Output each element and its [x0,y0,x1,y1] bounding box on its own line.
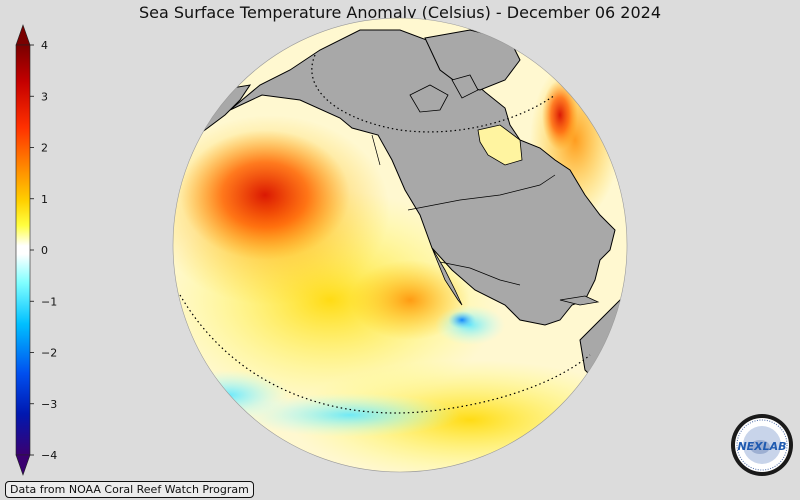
anomaly-northpacific-red [180,130,350,260]
colorbar-tick-label: −4 [41,449,57,462]
border-us-canada [407,174,556,211]
logo-text: NEXLAB [737,440,786,453]
land-mexico-baja [431,247,463,306]
nexlab-logo: NEXLAB [731,414,793,476]
colorbar: 4 3 2 1 0 −1 −2 −3 −4 [15,24,57,476]
border-alaska [371,134,381,166]
colorbar-tick-label: 3 [41,90,48,103]
land-cuba [559,295,600,306]
anomaly-cool-south [240,393,460,437]
map-title: Sea Surface Temperature Anomaly (Celsius… [139,3,661,22]
data-credit: Data from NOAA Coral Reef Watch Program [5,481,254,498]
colorbar-tick-label: 0 [41,244,48,257]
colorbar-tick-label: −2 [41,347,57,360]
border-us-mexico [439,261,521,286]
colorbar-tick-label: −1 [41,295,57,308]
arctic-circle [311,54,556,133]
hudson-bay [477,124,523,166]
globe-outline [172,17,628,473]
anomaly-atlantic-red [542,80,578,150]
colorbar-tick-label: 1 [41,193,48,206]
anomaly-blue-patch [448,311,476,329]
arctic-islands [409,74,479,113]
colorbar-bottom-arrow [15,454,31,476]
colorbar-tick-label: −3 [41,398,57,411]
colorbar-tick-label: 2 [41,142,48,155]
equator-line [179,294,591,414]
colorbar-tick-label: 4 [41,39,48,52]
